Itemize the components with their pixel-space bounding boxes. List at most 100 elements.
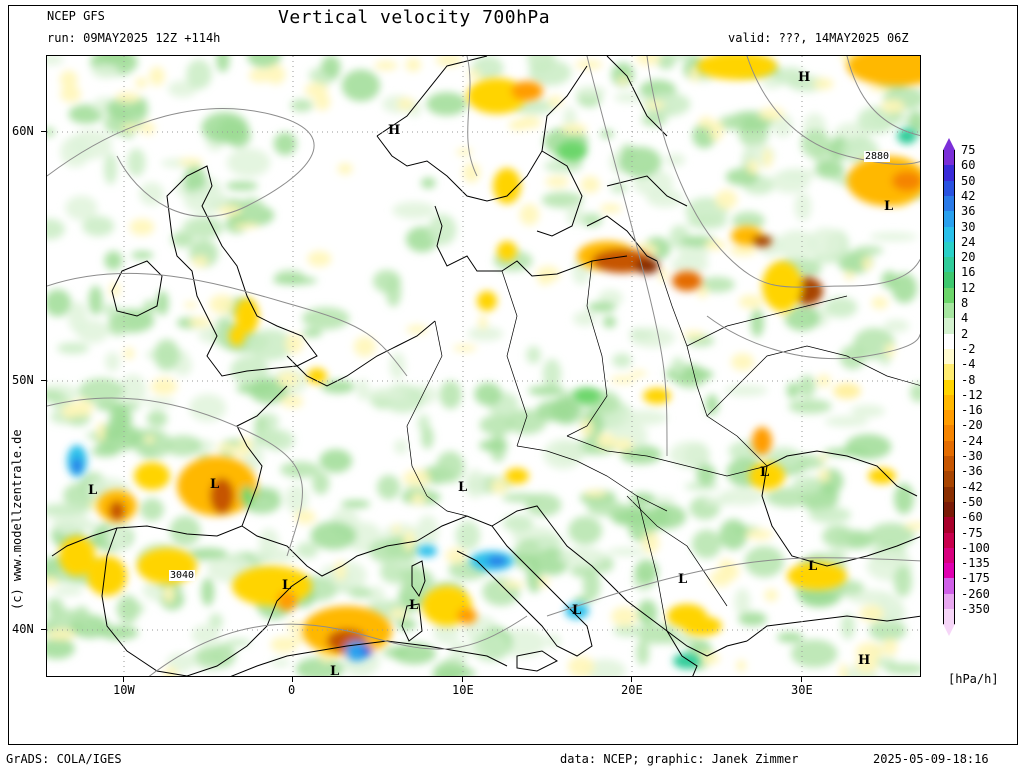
high-pressure-marker: H bbox=[388, 123, 401, 138]
y-label-40n: 40N bbox=[12, 622, 34, 636]
high-pressure-marker: H bbox=[858, 653, 871, 668]
y-tick bbox=[41, 629, 47, 630]
colorbar-swatch bbox=[943, 211, 955, 227]
colorbar-swatch bbox=[943, 348, 955, 365]
colorbar-label: -50 bbox=[961, 494, 983, 509]
map-panel bbox=[46, 55, 921, 677]
low-pressure-marker: L bbox=[210, 477, 220, 492]
colorbar-swatch bbox=[943, 486, 955, 503]
colorbar-label: -16 bbox=[961, 403, 983, 418]
x-tick bbox=[462, 676, 463, 682]
chart-title: Vertical velocity 700hPa bbox=[278, 7, 551, 28]
footer-credit: data: NCEP; graphic: Janek Zimmer bbox=[560, 752, 799, 766]
colorbar-label: -42 bbox=[961, 479, 983, 494]
figure-frame bbox=[8, 5, 1018, 745]
run-info: run: 09MAY2025 12Z +114h bbox=[47, 31, 221, 45]
colorbar-swatch bbox=[943, 318, 955, 335]
x-label-30e: 30E bbox=[791, 683, 813, 697]
contour-label: 3040 bbox=[169, 570, 196, 581]
colorbar-swatch bbox=[943, 471, 955, 488]
colorbar-label: 4 bbox=[961, 311, 969, 326]
colorbar-swatch bbox=[943, 150, 955, 166]
y-tick bbox=[41, 131, 47, 132]
low-pressure-marker: L bbox=[458, 480, 468, 495]
low-pressure-marker: L bbox=[760, 465, 770, 480]
colorbar-label: 42 bbox=[961, 188, 976, 203]
colorbar-label: 75 bbox=[961, 143, 976, 157]
low-pressure-marker: L bbox=[282, 578, 292, 593]
colorbar-swatch bbox=[943, 364, 955, 380]
colorbar-swatch bbox=[943, 195, 955, 212]
x-tick bbox=[631, 676, 632, 682]
colorbar-swatch bbox=[943, 425, 955, 442]
colorbar-swatch bbox=[943, 578, 955, 595]
y-label-60n: 60N bbox=[12, 124, 34, 138]
high-pressure-marker: H bbox=[798, 70, 811, 85]
colorbar-bottom-arrow bbox=[943, 624, 955, 637]
footer-timestamp: 2025-05-09-18:16 bbox=[873, 752, 989, 766]
colorbar-label: -75 bbox=[961, 525, 983, 540]
colorbar-label: -100 bbox=[961, 540, 990, 555]
colorbar-swatch bbox=[943, 456, 955, 472]
colorbar-swatch bbox=[943, 257, 955, 273]
colorbar-swatch bbox=[943, 609, 955, 625]
colorbar-label: -4 bbox=[961, 357, 976, 372]
colorbar-label: -24 bbox=[961, 433, 983, 448]
colorbar-swatch bbox=[943, 241, 955, 258]
low-pressure-marker: L bbox=[409, 598, 419, 613]
x-label-10w: 10W bbox=[113, 683, 135, 697]
y-label-50n: 50N bbox=[12, 373, 34, 387]
colorbar-swatch bbox=[943, 165, 955, 182]
y-tick bbox=[41, 380, 47, 381]
map-canvas bbox=[47, 56, 920, 676]
colorbar-swatch bbox=[943, 532, 955, 549]
colorbar-swatch bbox=[943, 394, 955, 411]
low-pressure-marker: L bbox=[808, 559, 818, 574]
valid-time: valid: ???, 14MAY2025 06Z bbox=[728, 31, 909, 45]
colorbar-swatch bbox=[943, 410, 955, 426]
colorbar-swatch bbox=[943, 272, 955, 289]
colorbar-label: 16 bbox=[961, 265, 976, 280]
low-pressure-marker: L bbox=[884, 199, 894, 214]
footer-software: GrADS: COLA/IGES bbox=[6, 752, 122, 766]
x-label-0: 0 bbox=[288, 683, 296, 697]
colorbar-label: 36 bbox=[961, 204, 976, 219]
colorbar-unit: [hPa/h] bbox=[948, 672, 999, 686]
colorbar-top-arrow bbox=[943, 138, 955, 150]
colorbar-label: 30 bbox=[961, 219, 976, 234]
low-pressure-marker: L bbox=[678, 572, 688, 587]
x-label-20e: 20E bbox=[621, 683, 643, 697]
colorbar-label: 12 bbox=[961, 280, 976, 295]
colorbar-label: 2 bbox=[961, 326, 969, 341]
colorbar-label: -175 bbox=[961, 571, 990, 586]
colorbar-swatch bbox=[943, 303, 955, 319]
x-tick bbox=[292, 676, 293, 682]
contour-label: 2880 bbox=[864, 151, 891, 162]
colorbar-swatch bbox=[943, 333, 955, 350]
colorbar-swatch bbox=[943, 593, 955, 610]
x-label-10e: 10E bbox=[452, 683, 474, 697]
colorbar-swatch bbox=[943, 501, 955, 518]
colorbar-label: -60 bbox=[961, 510, 983, 525]
colorbar-swatch bbox=[943, 517, 955, 533]
colorbar-label: -135 bbox=[961, 556, 990, 571]
colorbar-swatch bbox=[943, 379, 955, 396]
x-tick bbox=[801, 676, 802, 682]
colorbar-swatch bbox=[943, 547, 955, 564]
colorbar-label: -36 bbox=[961, 464, 983, 479]
colorbar-label: 8 bbox=[961, 296, 969, 310]
colorbar-label: -260 bbox=[961, 586, 990, 601]
x-tick bbox=[123, 676, 124, 682]
colorbar-label: -2 bbox=[961, 341, 976, 356]
colorbar-label: -8 bbox=[961, 372, 976, 387]
colorbar-label: -30 bbox=[961, 449, 983, 463]
colorbar-swatch bbox=[943, 287, 955, 304]
colorbar-label: -20 bbox=[961, 418, 983, 433]
colorbar-label: 60 bbox=[961, 158, 976, 173]
colorbar-label: 20 bbox=[961, 250, 976, 265]
watermark: (c) www.modellzentrale.de bbox=[10, 429, 24, 610]
colorbar-label: -350 bbox=[961, 602, 990, 616]
colorbar-label: -12 bbox=[961, 387, 983, 402]
colorbar-label: 50 bbox=[961, 173, 976, 188]
colorbar-swatch bbox=[943, 440, 955, 457]
